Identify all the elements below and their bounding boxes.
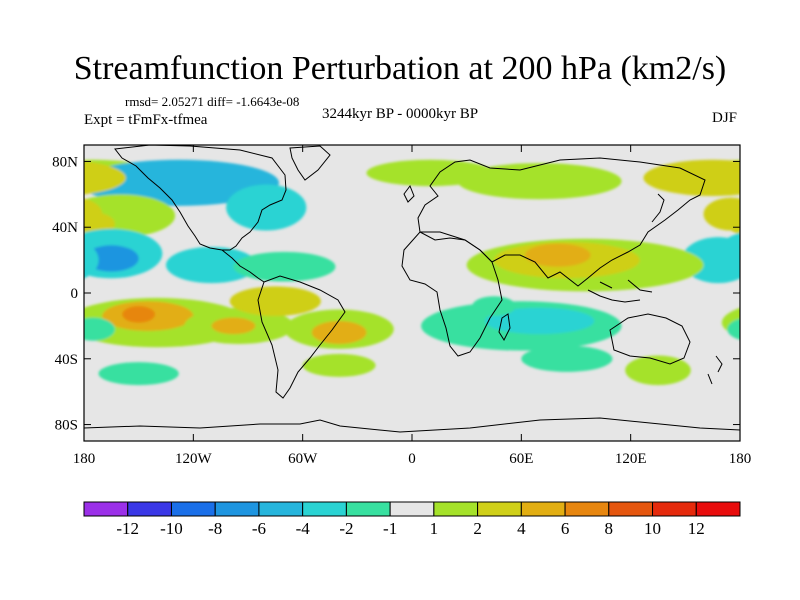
anomaly-field-layer	[84, 159, 740, 386]
anomaly-region-10	[457, 163, 622, 200]
anomaly-region-11	[643, 159, 740, 196]
anomaly-region-1	[84, 159, 279, 206]
anomaly-region-16	[524, 243, 591, 267]
experiment-label: Expt = tFmFx-tfmea	[84, 112, 208, 128]
anomaly-region-30	[302, 353, 376, 377]
colorbar-swatch	[389, 501, 435, 517]
stats-label: rmsd= 2.05271 diff= -1.6643e-08	[125, 94, 300, 109]
anomaly-region-13-wrap	[84, 198, 103, 230]
anomaly-region-11-wrap	[84, 161, 126, 195]
lon-label: 0	[408, 451, 416, 467]
anomaly-region-13	[703, 197, 740, 231]
colorbar-swatch	[214, 501, 260, 517]
colorbar-swatch	[477, 501, 522, 517]
period-label: 3244kyr BP - 0000kyr BP	[322, 106, 479, 122]
latitude-axis: 80N 40N 0 40S 80S	[52, 154, 740, 434]
anomaly-region-32-wrap	[727, 318, 740, 340]
colorbar-swatch	[170, 501, 216, 517]
anomaly-region-32	[84, 317, 115, 341]
lon-label: 60E	[509, 451, 533, 467]
colorbar-label: 12	[688, 519, 705, 538]
season-label: DJF	[712, 110, 738, 126]
colorbar-swatch	[652, 501, 697, 517]
anomaly-region-31	[98, 362, 179, 386]
coastline-antarctica	[84, 417, 740, 433]
colorbar-label: 10	[644, 519, 661, 538]
lat-label: 0	[71, 286, 79, 302]
lat-label: 40N	[52, 220, 78, 236]
anomaly-region-29	[311, 320, 367, 344]
map-title: Streamfunction Perturbation at 200 hPa (…	[73, 50, 727, 87]
lon-label: 60W	[288, 451, 318, 467]
coastline-south-america	[257, 275, 346, 399]
anomaly-region-8	[233, 251, 336, 282]
lat-label: 40S	[55, 352, 78, 368]
anomaly-region-7	[166, 246, 258, 284]
colorbar: -12 -10 -8 -6 -4 -2 -1 1 2 4 6 8 10 12	[83, 501, 741, 538]
lat-label: 80S	[55, 418, 78, 434]
coastline-new-zealand	[707, 355, 723, 385]
colorbar-swatch	[564, 501, 610, 517]
coastline-greenland	[289, 145, 331, 181]
lon-label: 120W	[175, 451, 213, 467]
longitude-axis: 180 120W 60W 0 60E 120E 180	[73, 145, 752, 467]
anomaly-region-24	[122, 306, 156, 323]
lon-label: 180	[729, 451, 752, 467]
colorbar-label: -2	[339, 519, 353, 538]
lon-label: 120E	[615, 451, 647, 467]
lon-label: 180	[73, 451, 96, 467]
coastline-indonesia	[587, 279, 653, 303]
colorbar-swatch	[345, 501, 391, 517]
colorbar-label: 1	[430, 519, 439, 538]
coastline-north-america	[114, 145, 287, 251]
anomaly-region-1-wrap	[734, 175, 740, 191]
colorbar-label: -12	[116, 519, 139, 538]
colorbar-swatch	[83, 501, 129, 517]
coastline-africa	[401, 231, 503, 357]
colorbar-swatch	[695, 501, 741, 517]
colorbar-swatch	[127, 501, 172, 517]
coastline-australia	[609, 313, 691, 365]
anomaly-region-20	[472, 296, 516, 317]
colorbar-label: 4	[517, 519, 526, 538]
coastline-japan	[651, 193, 665, 223]
anomaly-region-27	[229, 286, 321, 317]
colorbar-label: -10	[160, 519, 183, 538]
colorbar-label: 2	[473, 519, 482, 538]
colorbar-label: -8	[208, 519, 222, 538]
colorbar-swatch	[302, 501, 347, 517]
anomaly-region-18	[484, 307, 595, 335]
anomaly-region-12-wrap	[84, 241, 99, 279]
anomaly-region-21	[625, 355, 691, 386]
coastline-europe-asia	[417, 157, 706, 287]
colorbar-swatch	[433, 501, 479, 517]
coastline-madagascar	[498, 313, 511, 342]
colorbar-label: 6	[561, 519, 570, 538]
colorbar-label: -6	[252, 519, 266, 538]
colorbar-swatch	[258, 501, 304, 517]
anomaly-region-26	[211, 317, 256, 335]
lat-label: 80N	[52, 154, 78, 170]
coastline-layer	[84, 145, 740, 433]
colorbar-swatch	[520, 501, 566, 517]
coastline-uk	[403, 184, 415, 203]
colorbar-swatch	[608, 501, 654, 517]
coastline-central-america	[221, 249, 265, 283]
colorbar-label: 8	[605, 519, 614, 538]
colorbar-label: -1	[383, 519, 397, 538]
anomaly-region-19	[521, 345, 613, 372]
colorbar-label: -4	[296, 519, 311, 538]
